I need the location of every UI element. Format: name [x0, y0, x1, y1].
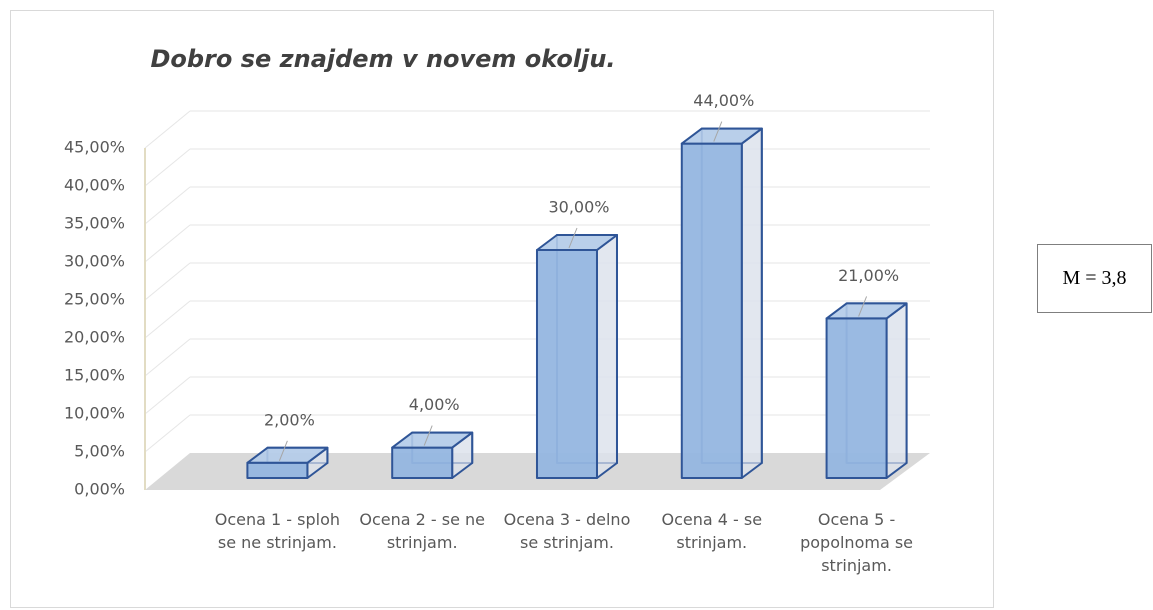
chart-title: Dobro se znajdem v novem okolju. — [150, 45, 615, 73]
bar-front — [825, 317, 888, 479]
grid-line-side — [144, 224, 191, 263]
x-tick-label: Ocena 4 - se strinjam. — [661, 510, 763, 552]
y-tick-label: 0,00% — [74, 480, 125, 499]
bar-top — [246, 446, 329, 464]
bar-top — [825, 302, 908, 320]
bar-side — [885, 302, 908, 479]
y-tick-label: 35,00% — [64, 214, 125, 233]
bar-top — [535, 234, 618, 251]
y-tick-label: 20,00% — [64, 328, 125, 347]
data-label: 21,00% — [838, 266, 899, 285]
bar — [680, 127, 763, 479]
data-label: 30,00% — [548, 198, 609, 217]
y-tick-label: 30,00% — [64, 252, 125, 271]
y-tick-label: 40,00% — [64, 176, 125, 195]
leader-line — [568, 227, 578, 249]
x-tick-label: Ocena 5 - popolnoma se strinjam. — [800, 510, 914, 575]
leader-line — [713, 121, 723, 142]
bar-front — [535, 249, 598, 479]
grid-line-side — [144, 186, 191, 225]
bar — [246, 446, 329, 479]
bar-side — [595, 234, 618, 479]
mean-annotation: M = 3,8 — [1037, 244, 1152, 313]
data-label: 2,00% — [264, 410, 315, 429]
data-label: 4,00% — [409, 395, 460, 414]
x-tick-label: Ocena 2 - se ne strinjam. — [359, 510, 485, 552]
grid-line-side — [144, 376, 191, 415]
leader-line — [278, 440, 288, 461]
y-tick-label: 10,00% — [64, 404, 125, 423]
grid-line-side — [144, 300, 191, 339]
grid-line-side — [144, 262, 191, 301]
bar-side — [740, 127, 763, 479]
y-tick-label: 15,00% — [64, 366, 125, 385]
bar-front — [246, 461, 309, 479]
bar — [825, 302, 908, 479]
leader-line — [423, 425, 433, 446]
y-tick-label: 5,00% — [74, 442, 125, 461]
grid-line-side — [144, 148, 191, 187]
x-tick-label: Ocena 1 - sploh se ne strinjam. — [214, 510, 341, 552]
bar — [535, 234, 618, 479]
x-tick-label: Ocena 3 - delno se strinjam. — [503, 510, 631, 552]
chart-border — [10, 10, 994, 608]
y-tick-label: 45,00% — [64, 138, 125, 157]
y-tick-label: 25,00% — [64, 290, 125, 309]
leader-line — [858, 296, 868, 317]
bar — [391, 431, 474, 479]
bar-top — [391, 431, 474, 449]
grid-line-side — [144, 338, 191, 377]
grid-line-side — [144, 110, 191, 149]
bar-front — [680, 142, 743, 479]
grid-line-side — [144, 414, 191, 453]
bar-front — [391, 446, 454, 479]
data-label: 44,00% — [693, 91, 754, 110]
bar-top — [680, 127, 763, 145]
